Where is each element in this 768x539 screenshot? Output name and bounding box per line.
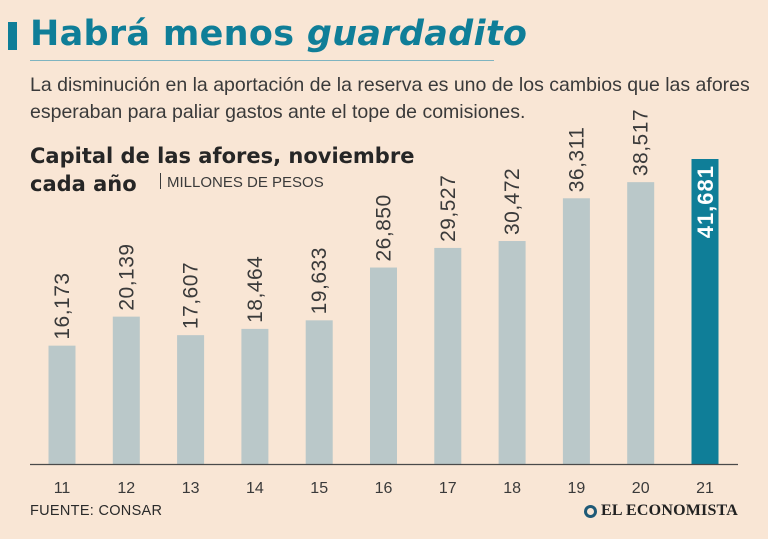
brand-mark-icon <box>584 504 597 518</box>
bar-16 <box>370 267 397 464</box>
title-underline <box>30 60 494 61</box>
bar-value-label: 17,607 <box>180 262 203 329</box>
x-tick-label: 13 <box>182 480 200 497</box>
x-tick-label: 21 <box>696 480 714 497</box>
chart-unit: MILLONES DE PESOS <box>160 173 324 191</box>
title-accent-bar <box>8 22 17 50</box>
subtitle: La disminución en la aportación de la re… <box>30 74 750 123</box>
bar-value-label: 29,527 <box>437 175 460 242</box>
chart-unit-text: MILLONES DE PESOS <box>167 174 324 191</box>
bar-19 <box>562 198 590 465</box>
title-plain: Habrá menos <box>30 14 295 54</box>
chart-title-line1: Capital de las afores, noviembre <box>30 144 415 168</box>
x-tick-label: 20 <box>632 480 650 497</box>
bar-value-label: 18,464 <box>244 256 267 323</box>
bar-18 <box>498 241 526 464</box>
chart-title-line2: cada año <box>30 172 137 196</box>
bar-value-label: 26,850 <box>373 194 396 261</box>
bar-20 <box>627 182 655 464</box>
bar-value-label: 16,173 <box>51 272 74 339</box>
x-tick-label: 11 <box>54 480 71 497</box>
bar-value-label: 20,139 <box>115 243 138 310</box>
bar-13 <box>177 335 205 464</box>
x-tick-label: 17 <box>439 480 457 497</box>
title-italic: guardadito <box>306 14 528 54</box>
bar-value-label: 19,633 <box>308 247 331 314</box>
x-tick-label: 18 <box>503 480 521 497</box>
page-title: Habrá menos guardadito <box>30 14 527 54</box>
x-tick-label: 16 <box>375 480 393 497</box>
brand-logo: EL ECONOMISTA <box>584 502 738 520</box>
x-tick-label: 12 <box>117 480 135 497</box>
bar-15 <box>305 320 333 464</box>
bar-value-label: 41,681 <box>693 165 718 238</box>
bar-value-label: 36,311 <box>565 127 588 193</box>
bar-17 <box>434 247 462 464</box>
bar-value-label: 30,472 <box>501 168 524 235</box>
x-tick-label: 19 <box>568 480 586 497</box>
x-tick-label: 15 <box>310 480 328 497</box>
bar-11 <box>48 345 76 464</box>
bar-14 <box>241 328 269 464</box>
bar-12 <box>112 316 140 464</box>
bar-21 <box>691 159 719 464</box>
brand-name: EL ECONOMISTA <box>601 502 738 519</box>
source-note: FUENTE: CONSAR <box>30 503 163 519</box>
bar-value-label: 38,517 <box>630 109 653 176</box>
chart-title: Capital de las afores, noviembre cada añ… <box>30 142 414 198</box>
unit-separator <box>160 173 161 189</box>
x-tick-label: 14 <box>246 480 264 497</box>
